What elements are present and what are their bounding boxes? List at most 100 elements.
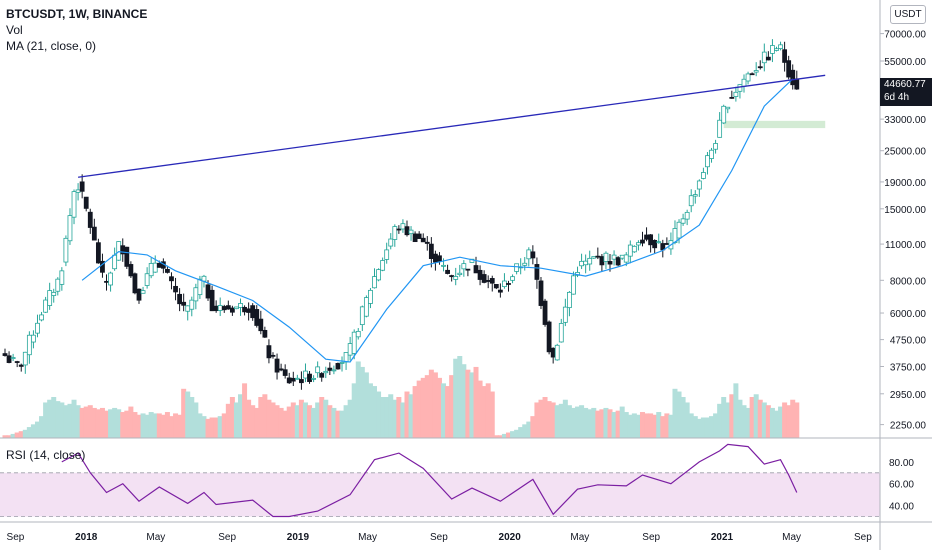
candle-body (35, 322, 40, 334)
volume-bar (485, 383, 491, 438)
volume-bar (39, 416, 45, 438)
candle-body (274, 358, 280, 373)
volume-bar (392, 399, 398, 438)
candle-body (502, 280, 507, 287)
candle-body (71, 191, 77, 218)
volume-bar (676, 391, 682, 438)
volume-bar (757, 399, 763, 438)
volume-bar (302, 402, 308, 438)
time-tick-label: May (358, 532, 377, 543)
volume-bar (420, 377, 426, 438)
volume-bar (205, 418, 211, 438)
candle-body (43, 299, 49, 313)
volume-bar (615, 410, 621, 438)
candle-body (75, 189, 81, 193)
volume-bar (457, 356, 463, 438)
candle-body (343, 352, 349, 363)
volume-bar (469, 372, 475, 438)
candle-body (558, 323, 564, 343)
candle-body (607, 261, 613, 265)
candle-body (266, 345, 272, 359)
volume-bar (631, 413, 637, 438)
volume-bar (380, 397, 386, 438)
price-tick-label: 6000.00 (890, 309, 927, 320)
volume-bar (558, 403, 564, 438)
volume-bar (526, 421, 532, 438)
volume-bar (656, 412, 662, 438)
volume-bar (465, 369, 471, 438)
vol-legend: Vol (6, 23, 23, 37)
candle-body (173, 285, 178, 293)
volume-bar (749, 397, 755, 438)
volume-bar (290, 402, 296, 438)
volume-bar (428, 369, 434, 438)
candle-body (522, 262, 528, 266)
volume-bar (55, 401, 61, 438)
volume-bar (534, 402, 540, 438)
volume-bar (737, 399, 743, 438)
candle-body (307, 373, 312, 382)
rsi-band (0, 472, 880, 517)
volume-bar (363, 372, 369, 438)
volume-bar (372, 386, 378, 438)
candle-body (538, 280, 544, 306)
candle-body (6, 355, 12, 363)
volume-bars (2, 356, 800, 438)
candle-body (733, 91, 739, 97)
volume-bar (181, 388, 187, 438)
candle-body (67, 215, 73, 242)
candle-body (359, 306, 365, 326)
candle-body (319, 373, 325, 378)
volume-bar (233, 402, 239, 438)
currency-button[interactable]: USDT (890, 5, 926, 24)
candle-body (664, 243, 670, 245)
volume-bar (704, 417, 710, 438)
candle-body (477, 269, 483, 280)
volume-bar (639, 412, 645, 438)
candle-body (238, 303, 243, 308)
volume-bar (185, 391, 191, 438)
volume-bar (570, 407, 576, 438)
volume-bar (168, 416, 174, 438)
volume-bar (238, 394, 244, 438)
volume-bar (445, 386, 451, 438)
volume-bar (217, 416, 223, 438)
candle-body (39, 314, 44, 321)
volume-bar (497, 435, 503, 438)
volume-bar (501, 433, 507, 438)
candle-body (404, 226, 410, 236)
candle-body (51, 291, 57, 296)
volume-bar (453, 358, 459, 438)
candle-body (619, 254, 625, 259)
price-tick-label: 2250.00 (890, 421, 927, 432)
volume-bar (201, 416, 207, 438)
candle-body (63, 237, 69, 263)
candle-body (242, 306, 247, 313)
candle-body (644, 234, 649, 240)
candle-body (627, 244, 633, 257)
volume-bar (668, 414, 674, 438)
candle-body (794, 78, 800, 90)
volume-bar (87, 405, 93, 438)
candle-body (278, 368, 284, 371)
volume-bar (315, 402, 321, 438)
volume-bar (765, 405, 771, 438)
candle-body (400, 223, 406, 230)
candle-body (368, 289, 373, 304)
volume-bar (607, 409, 613, 438)
volume-bar (323, 399, 329, 438)
volume-bar (319, 397, 325, 438)
candle-body (688, 195, 694, 207)
candle-body (692, 194, 698, 197)
price-tick-label: 8000.00 (890, 276, 927, 287)
last-price-value: 44660.77 (884, 79, 926, 90)
candle-body (339, 362, 345, 364)
candle-body (363, 297, 369, 317)
volume-bar (688, 413, 694, 438)
candle-body (514, 263, 520, 272)
volume-bar (124, 410, 130, 438)
time-tick-label: 2020 (499, 532, 522, 543)
volume-bar (91, 407, 97, 438)
